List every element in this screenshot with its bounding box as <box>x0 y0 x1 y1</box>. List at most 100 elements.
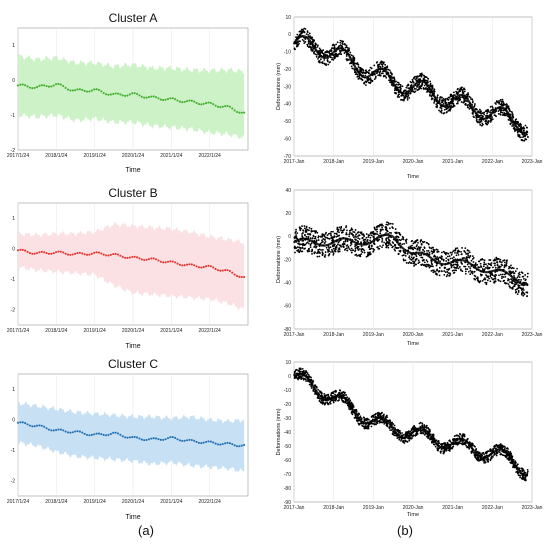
data-point <box>374 232 377 235</box>
data-point <box>355 253 358 256</box>
data-point <box>420 243 423 245</box>
data-point <box>365 69 367 72</box>
mean-point <box>238 275 241 278</box>
data-point <box>427 90 430 93</box>
data-point <box>384 225 387 228</box>
data-point <box>346 229 348 232</box>
data-point <box>389 222 392 225</box>
mean-point <box>240 444 243 447</box>
data-point <box>449 95 452 97</box>
data-point <box>459 433 461 436</box>
data-point <box>310 47 313 50</box>
data-point <box>433 250 436 253</box>
data-point <box>355 408 358 411</box>
data-point <box>380 60 383 63</box>
data-point <box>412 262 415 264</box>
data-point <box>299 226 301 229</box>
data-point <box>305 226 308 229</box>
mean-point <box>95 251 98 254</box>
data-point <box>392 242 395 245</box>
data-point <box>385 414 388 417</box>
y-axis-label: Deformations (mm) <box>276 408 282 455</box>
data-point <box>384 63 387 66</box>
data-point <box>371 79 374 82</box>
data-point <box>523 127 526 130</box>
mean-point <box>150 257 153 260</box>
data-point <box>447 449 450 452</box>
x-axis-label: Time <box>125 167 140 174</box>
data-point <box>338 248 341 251</box>
data-point <box>431 246 434 249</box>
data-point <box>340 53 343 56</box>
data-point <box>470 443 473 445</box>
data-point <box>388 69 391 72</box>
data-point <box>354 70 357 73</box>
y-tick-label: 1 <box>12 216 15 222</box>
data-point <box>401 243 404 246</box>
mean-point <box>235 275 239 278</box>
data-point <box>406 440 408 443</box>
data-point <box>398 232 401 234</box>
data-point <box>310 242 313 245</box>
data-point <box>475 277 478 280</box>
data-point <box>328 250 331 253</box>
mean-point <box>228 105 231 108</box>
mean-point <box>183 264 186 267</box>
y-tick-label: -2 <box>11 308 16 314</box>
data-point <box>373 242 375 245</box>
data-point <box>495 454 498 457</box>
data-point <box>472 115 475 118</box>
data-point <box>505 114 507 117</box>
data-point <box>354 249 357 252</box>
data-point <box>348 407 350 410</box>
data-point <box>438 100 441 102</box>
data-point <box>307 242 310 245</box>
data-point <box>441 251 443 254</box>
chart-title: Cluster C <box>108 357 158 371</box>
data-point <box>438 270 441 272</box>
data-point <box>508 270 511 273</box>
mean-point <box>102 253 105 256</box>
data-point <box>446 443 449 446</box>
data-point <box>314 235 317 238</box>
data-point <box>303 225 306 227</box>
data-point <box>468 107 471 110</box>
data-point <box>330 50 332 53</box>
data-point <box>417 262 420 265</box>
data-point <box>516 471 519 474</box>
data-point <box>407 95 410 97</box>
data-point <box>299 243 302 246</box>
data-point <box>423 250 426 253</box>
data-point <box>511 287 514 290</box>
mean-point <box>21 421 24 424</box>
data-point <box>518 273 521 276</box>
data-point <box>435 264 438 267</box>
data-point <box>321 61 324 63</box>
data-point <box>501 264 504 267</box>
data-point <box>460 253 463 255</box>
data-point <box>420 429 423 432</box>
x-tick-label: 2020/1/24 <box>122 328 144 334</box>
data-point <box>298 370 301 373</box>
data-point <box>391 226 394 228</box>
data-point <box>436 249 439 251</box>
mean-point <box>152 437 155 440</box>
data-point <box>425 259 428 262</box>
data-point <box>311 237 314 240</box>
mean-point <box>19 248 22 251</box>
mean-point <box>157 259 160 262</box>
data-point <box>485 274 487 276</box>
data-point <box>469 96 472 99</box>
data-point <box>463 99 466 101</box>
mean-point <box>162 261 165 264</box>
mean-point <box>166 437 170 440</box>
data-point <box>423 261 426 264</box>
data-point <box>509 286 512 289</box>
data-point <box>448 255 451 257</box>
mean-point <box>216 443 220 446</box>
mean-point <box>166 97 170 101</box>
data-point <box>298 40 301 43</box>
data-point <box>487 460 490 463</box>
data-point <box>436 94 439 97</box>
data-point <box>355 246 358 249</box>
